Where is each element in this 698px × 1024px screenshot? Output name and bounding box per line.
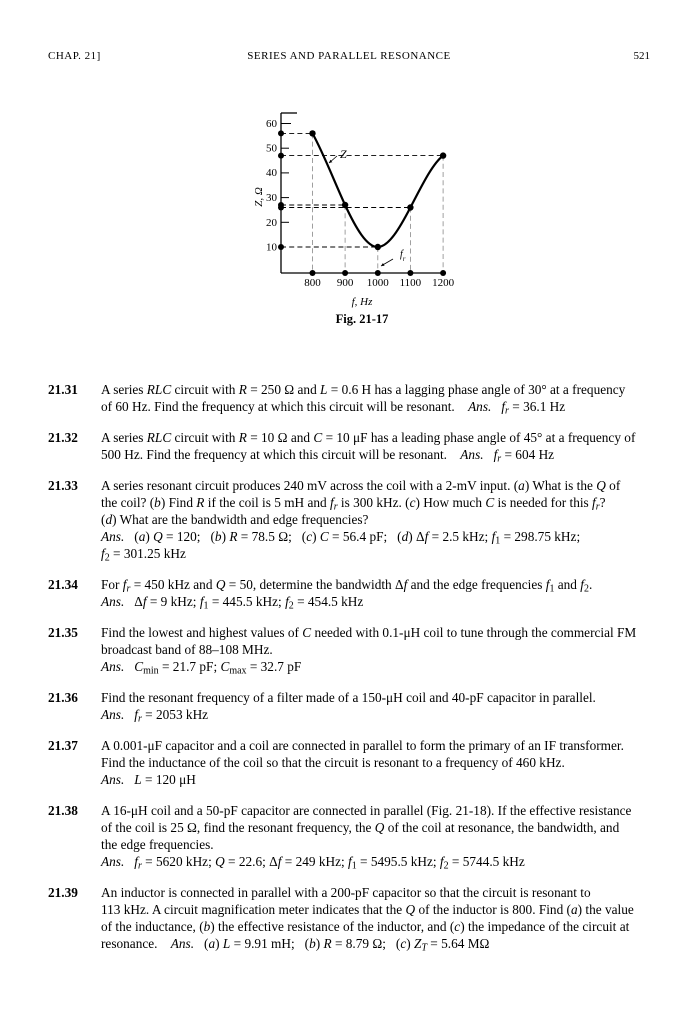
svg-text:20: 20 [266,217,278,229]
svg-text:1000: 1000 [367,277,390,289]
svg-text:fr: fr [400,249,406,263]
svg-text:1100: 1100 [400,277,422,289]
svg-text:60: 60 [266,118,278,130]
svg-text:Z: Z [340,147,347,161]
svg-text:40: 40 [266,167,278,179]
svg-text:30: 30 [266,192,278,204]
svg-text:900: 900 [337,277,354,289]
svg-text:800: 800 [304,277,321,289]
svg-text:Z, Ω: Z, Ω [253,187,265,207]
svg-text:Fig. 21-17: Fig. 21-17 [336,312,389,326]
svg-text:50: 50 [266,143,278,155]
svg-text:1200: 1200 [432,277,455,289]
svg-text:10: 10 [266,242,278,254]
svg-text:f, Hz: f, Hz [352,296,374,308]
